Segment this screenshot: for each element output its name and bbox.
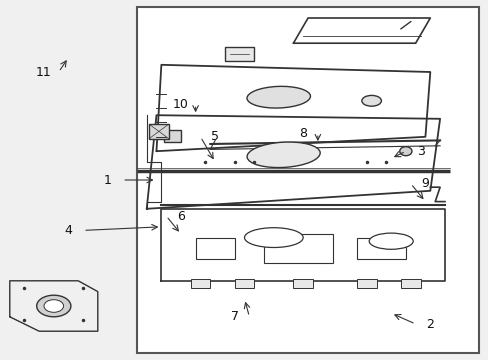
Text: 8: 8 bbox=[299, 127, 306, 140]
Bar bbox=[137, 7, 478, 353]
Text: 10: 10 bbox=[173, 98, 188, 111]
Bar bbox=[149, 124, 168, 139]
Bar bbox=[195, 238, 234, 259]
Bar bbox=[356, 279, 376, 288]
Ellipse shape bbox=[246, 142, 320, 167]
Bar bbox=[293, 279, 312, 288]
Bar bbox=[234, 279, 254, 288]
Text: 5: 5 bbox=[211, 130, 219, 143]
Text: 3: 3 bbox=[416, 145, 424, 158]
Text: 6: 6 bbox=[177, 210, 184, 222]
Text: 7: 7 bbox=[230, 310, 238, 323]
Text: 1: 1 bbox=[103, 174, 111, 186]
Ellipse shape bbox=[244, 228, 303, 248]
Text: 4: 4 bbox=[64, 224, 72, 237]
Bar bbox=[224, 47, 254, 61]
Text: 11: 11 bbox=[36, 66, 52, 78]
Bar bbox=[163, 130, 181, 142]
Bar bbox=[356, 238, 405, 259]
Ellipse shape bbox=[361, 95, 381, 106]
Text: 2: 2 bbox=[426, 318, 433, 330]
Ellipse shape bbox=[246, 86, 310, 108]
Ellipse shape bbox=[368, 233, 412, 249]
Bar bbox=[264, 234, 332, 263]
Bar bbox=[190, 279, 210, 288]
Ellipse shape bbox=[37, 295, 71, 317]
Text: 9: 9 bbox=[421, 177, 428, 190]
Bar bbox=[400, 279, 420, 288]
Ellipse shape bbox=[399, 147, 411, 156]
Ellipse shape bbox=[44, 300, 63, 312]
